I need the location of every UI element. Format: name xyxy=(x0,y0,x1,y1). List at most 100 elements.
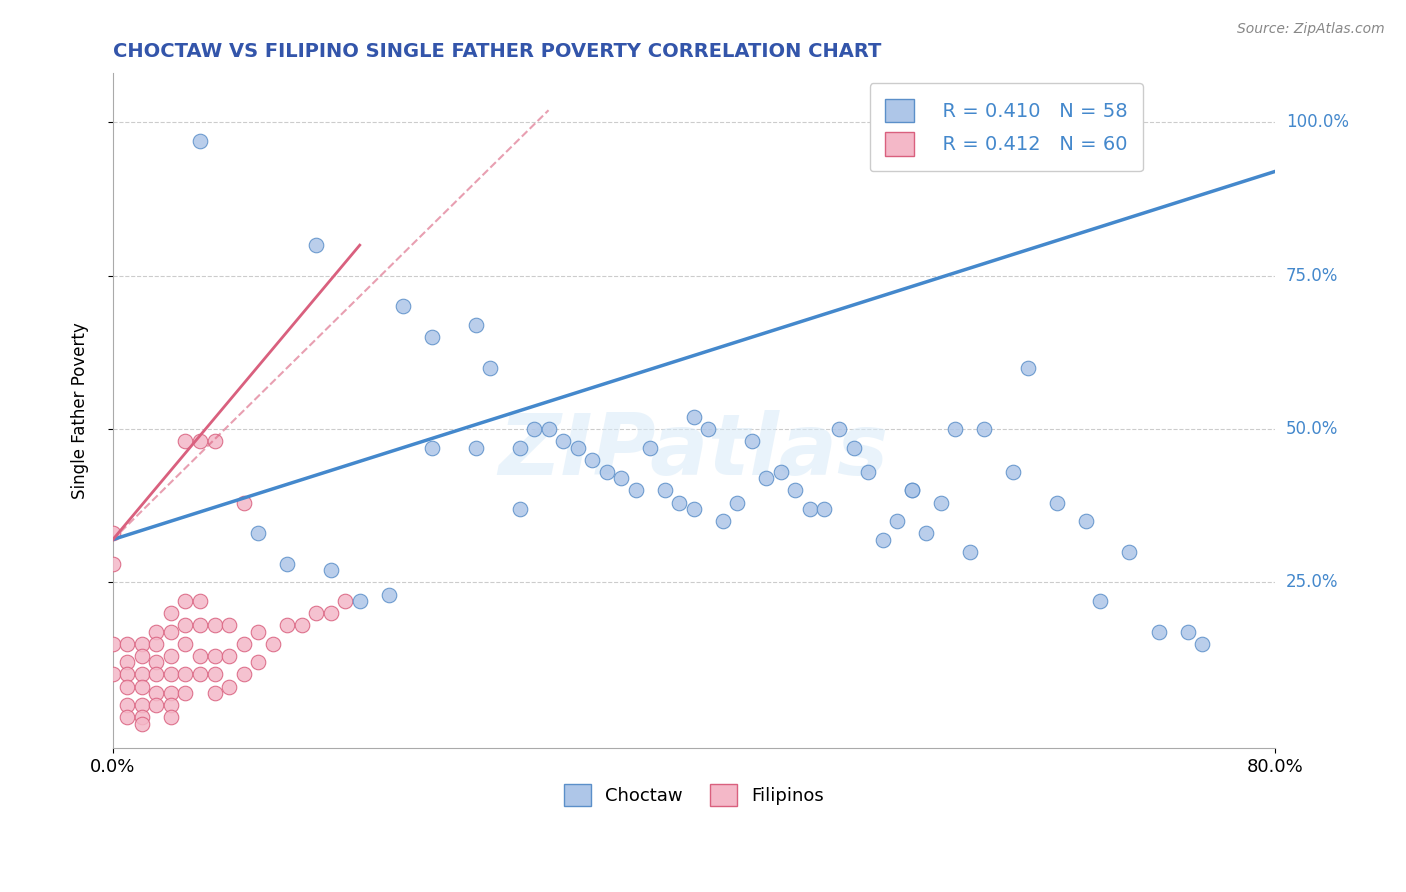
Point xyxy=(117,710,139,724)
Point xyxy=(654,483,676,498)
Point xyxy=(188,648,211,663)
Point xyxy=(799,501,821,516)
Point xyxy=(1046,496,1069,510)
Point xyxy=(422,330,444,344)
Point xyxy=(232,667,254,681)
Point xyxy=(131,648,153,663)
Point xyxy=(349,594,371,608)
Text: 100.0%: 100.0% xyxy=(1286,113,1348,131)
Point xyxy=(682,409,704,424)
Point xyxy=(204,648,226,663)
Point xyxy=(378,588,401,602)
Text: 75.0%: 75.0% xyxy=(1286,267,1339,285)
Point xyxy=(465,318,488,332)
Point xyxy=(101,557,124,571)
Point xyxy=(174,637,197,651)
Point xyxy=(551,434,574,449)
Point xyxy=(131,710,153,724)
Point xyxy=(711,514,734,528)
Point xyxy=(508,501,530,516)
Point xyxy=(145,686,167,700)
Point xyxy=(117,655,139,669)
Point xyxy=(145,637,167,651)
Point xyxy=(668,496,690,510)
Point xyxy=(813,501,835,516)
Text: CHOCTAW VS FILIPINO SINGLE FATHER POVERTY CORRELATION CHART: CHOCTAW VS FILIPINO SINGLE FATHER POVERT… xyxy=(112,42,882,61)
Point xyxy=(145,667,167,681)
Point xyxy=(1017,360,1039,375)
Point xyxy=(638,441,661,455)
Point xyxy=(160,667,183,681)
Point xyxy=(174,686,197,700)
Point xyxy=(915,526,938,541)
Point xyxy=(1191,637,1213,651)
Point xyxy=(145,698,167,712)
Point xyxy=(769,465,792,479)
Point xyxy=(828,422,851,436)
Text: 25.0%: 25.0% xyxy=(1286,574,1339,591)
Point xyxy=(1002,465,1025,479)
Point xyxy=(1147,624,1170,639)
Point xyxy=(160,624,183,639)
Point xyxy=(232,496,254,510)
Point xyxy=(1177,624,1199,639)
Point xyxy=(188,134,211,148)
Point xyxy=(973,422,995,436)
Point xyxy=(305,238,328,252)
Point xyxy=(188,618,211,632)
Point xyxy=(247,655,270,669)
Point xyxy=(101,637,124,651)
Point xyxy=(886,514,908,528)
Point xyxy=(335,594,357,608)
Point xyxy=(856,465,879,479)
Text: 50.0%: 50.0% xyxy=(1286,420,1339,438)
Point xyxy=(943,422,966,436)
Point xyxy=(479,360,502,375)
Point xyxy=(305,606,328,620)
Point xyxy=(523,422,546,436)
Point xyxy=(218,648,240,663)
Point xyxy=(145,624,167,639)
Point xyxy=(319,606,342,620)
Point xyxy=(1090,594,1112,608)
Point xyxy=(204,434,226,449)
Point xyxy=(188,667,211,681)
Point xyxy=(174,618,197,632)
Point xyxy=(929,496,952,510)
Point xyxy=(1074,514,1097,528)
Point xyxy=(624,483,647,498)
Text: ZIPatlas: ZIPatlas xyxy=(499,409,889,492)
Text: Source: ZipAtlas.com: Source: ZipAtlas.com xyxy=(1237,22,1385,37)
Point xyxy=(131,698,153,712)
Point xyxy=(160,648,183,663)
Point xyxy=(218,618,240,632)
Point xyxy=(276,557,298,571)
Point xyxy=(131,637,153,651)
Point xyxy=(595,465,617,479)
Point xyxy=(204,686,226,700)
Point xyxy=(697,422,720,436)
Point xyxy=(319,563,342,577)
Point xyxy=(422,441,444,455)
Point xyxy=(900,483,922,498)
Point xyxy=(204,618,226,632)
Point xyxy=(247,526,270,541)
Point xyxy=(218,680,240,694)
Point xyxy=(131,667,153,681)
Point xyxy=(900,483,922,498)
Point xyxy=(174,434,197,449)
Point xyxy=(291,618,314,632)
Point xyxy=(204,667,226,681)
Point xyxy=(145,655,167,669)
Point xyxy=(117,698,139,712)
Point xyxy=(755,471,778,485)
Point xyxy=(131,680,153,694)
Point xyxy=(160,698,183,712)
Y-axis label: Single Father Poverty: Single Father Poverty xyxy=(72,322,89,500)
Point xyxy=(508,441,530,455)
Point xyxy=(567,441,589,455)
Point xyxy=(537,422,560,436)
Point xyxy=(188,434,211,449)
Point xyxy=(160,606,183,620)
Point xyxy=(465,441,488,455)
